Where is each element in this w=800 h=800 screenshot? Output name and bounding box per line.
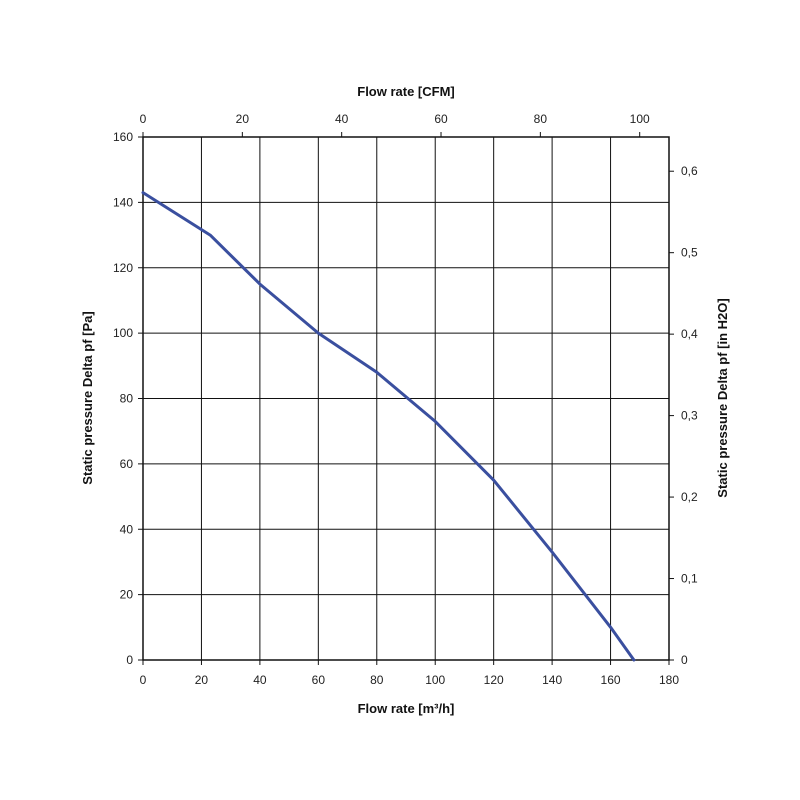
series-line [141,191,636,662]
x-tick-label-bottom: 160 [601,673,621,687]
y-tick-label-right: 0,5 [681,246,698,260]
y-tick-label-left: 60 [120,457,134,471]
y-tick-label-left: 160 [113,130,133,144]
x-axis-title-bottom: Flow rate [m³/h] [358,701,455,716]
y-axis-title-left: Static pressure Delta pf [Pa] [80,311,95,484]
x-tick-label-bottom: 140 [542,673,562,687]
x-tick-label-top: 40 [335,112,349,126]
tick-labels: 0 20 40 60 80 100 120 140 160 1800204060801001201… [113,112,698,687]
x-tick-label-top: 100 [630,112,650,126]
y-tick-label-left: 0 [126,653,133,667]
x-tick-label-bottom: 120 [484,673,504,687]
x-axis-title-top: Flow rate [CFM] [357,84,455,99]
series-layer [141,191,636,662]
x-tick-label-top: 80 [534,112,548,126]
x-tick-label-bottom: 100 [425,673,445,687]
y-tick-label-left: 120 [113,261,133,275]
y-tick-label-left: 100 [113,326,133,340]
y-tick-label-right: 0 [681,653,688,667]
x-tick-label-bottom: 180 [659,673,679,687]
x-tick-label-bottom: 0 [140,673,147,687]
y-tick-label-left: 140 [113,195,133,209]
y-tick-label-left: 80 [120,392,134,406]
y-tick-label-right: 0,1 [681,572,698,586]
x-tick-label-bottom: 80 [370,673,384,687]
y-tick-label-right: 0,2 [681,490,698,504]
x-tick-label-top: 20 [236,112,250,126]
x-tick-label-bottom: 60 [312,673,326,687]
y-axis-title-right: Static pressure Delta pf [in H2O] [715,298,730,497]
y-tick-label-left: 40 [120,522,134,536]
y-tick-label-right: 0,6 [681,164,698,178]
x-tick-label-bottom: 40 [253,673,267,687]
x-tick-label-top: 0 [140,112,147,126]
grid-lines [143,137,669,660]
x-tick-label-bottom: 20 [195,673,209,687]
y-tick-label-right: 0,3 [681,409,698,423]
x-tick-label-top: 60 [434,112,448,126]
y-tick-label-right: 0,4 [681,327,698,341]
y-tick-label-left: 20 [120,588,134,602]
